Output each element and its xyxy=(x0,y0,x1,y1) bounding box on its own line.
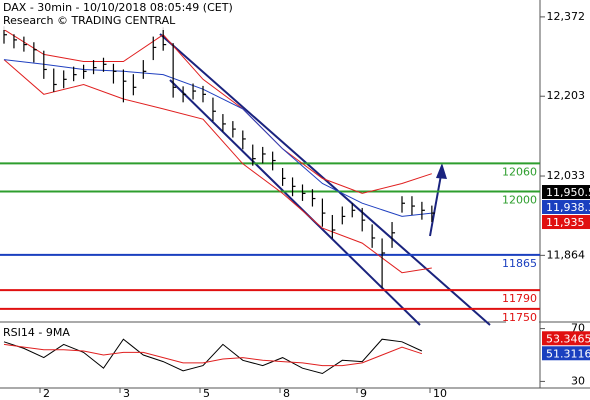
y-tick-label: 11,864 xyxy=(547,248,586,261)
level-label-bg xyxy=(506,165,539,179)
indicator-line xyxy=(3,338,423,375)
channel-line xyxy=(169,79,421,326)
y-tick-label: 12,372 xyxy=(547,10,586,23)
overlay-line xyxy=(3,59,432,217)
x-tick-label: 2 xyxy=(43,387,50,400)
level-label: 11790 xyxy=(502,292,537,305)
price-box-label: 51.3116 xyxy=(546,347,590,360)
price-box-label: 53.3465 xyxy=(546,332,590,345)
price-box-label: 11,935 xyxy=(546,216,585,229)
panel-title: RSI14 - 9MA xyxy=(3,326,70,339)
y-tick-label: 12,033 xyxy=(547,169,586,182)
header-bg xyxy=(0,0,215,30)
level-label-bg xyxy=(506,292,539,306)
level-label: 12000 xyxy=(502,194,537,207)
x-tick-label: 3 xyxy=(123,387,130,400)
price-box xyxy=(542,185,590,200)
price-box xyxy=(542,331,590,346)
x-tick-label: 5 xyxy=(203,387,210,400)
price-box xyxy=(542,346,590,361)
level-label-bg xyxy=(506,193,539,207)
x-tick-label: 10 xyxy=(433,387,447,400)
y-tick-label: 30 xyxy=(571,374,585,387)
level-label: 11750 xyxy=(502,311,537,324)
price-box xyxy=(542,200,590,215)
source: Research © TRADING CENTRAL xyxy=(3,14,176,27)
y-tick-label: 12,203 xyxy=(547,89,586,102)
forecast-arrow xyxy=(429,174,442,237)
level-label: 12060 xyxy=(502,165,537,178)
price-box-label: 11,938.3 xyxy=(546,201,590,214)
indicator-line xyxy=(3,343,423,367)
price-box-label: 11,950.5 xyxy=(546,186,590,199)
price-box xyxy=(542,215,590,230)
overlay-line xyxy=(3,29,432,194)
level-label-bg xyxy=(506,256,539,270)
overlay-line xyxy=(3,59,432,274)
chart-title: DAX - 30min - 10/10/2018 08:05:49 (CET) xyxy=(3,1,233,14)
level-label: 11865 xyxy=(502,257,537,270)
x-tick-label: 8 xyxy=(283,387,290,400)
forecast-arrowhead xyxy=(436,163,447,179)
x-tick-label: 9 xyxy=(360,387,367,400)
level-label-bg xyxy=(506,310,539,324)
